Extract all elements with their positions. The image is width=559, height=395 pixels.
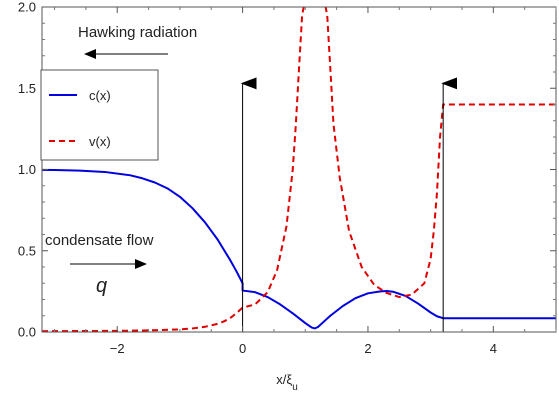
hawking-radiation-label: Hawking radiation [78,24,197,41]
condensate-flow-label: condensate flow [45,232,154,249]
legend-label-v: v(x) [89,134,111,149]
series-layer [42,7,556,332]
y-tick-label: 2.0 [18,0,36,15]
q-label: q [96,275,107,297]
x-tick-label: −2 [110,341,125,356]
series-line-v [42,7,556,332]
legend-box [40,69,159,161]
x-axis-title: x/ξu [276,372,298,393]
plot-frame [41,6,557,333]
x-tick-label: 2 [364,341,371,356]
y-axis-ticks: 0.0 0.5 1.0 1.5 2.0 [18,0,556,340]
y-tick-label: 1.5 [18,81,36,96]
x-axis-ticks: −2 0 2 4 [54,7,557,356]
legend-label-c: c(x) [89,88,111,103]
x-tick-label: 4 [490,341,497,356]
y-tick-label: 0.0 [18,325,36,340]
x-tick-label: 0 [239,341,246,356]
y-tick-label: 1.0 [18,162,36,177]
legend: c(x) v(x) [40,69,159,161]
series-line-c [42,168,556,330]
vertical-arrows [240,77,458,332]
y-tick-label: 0.5 [18,243,36,258]
